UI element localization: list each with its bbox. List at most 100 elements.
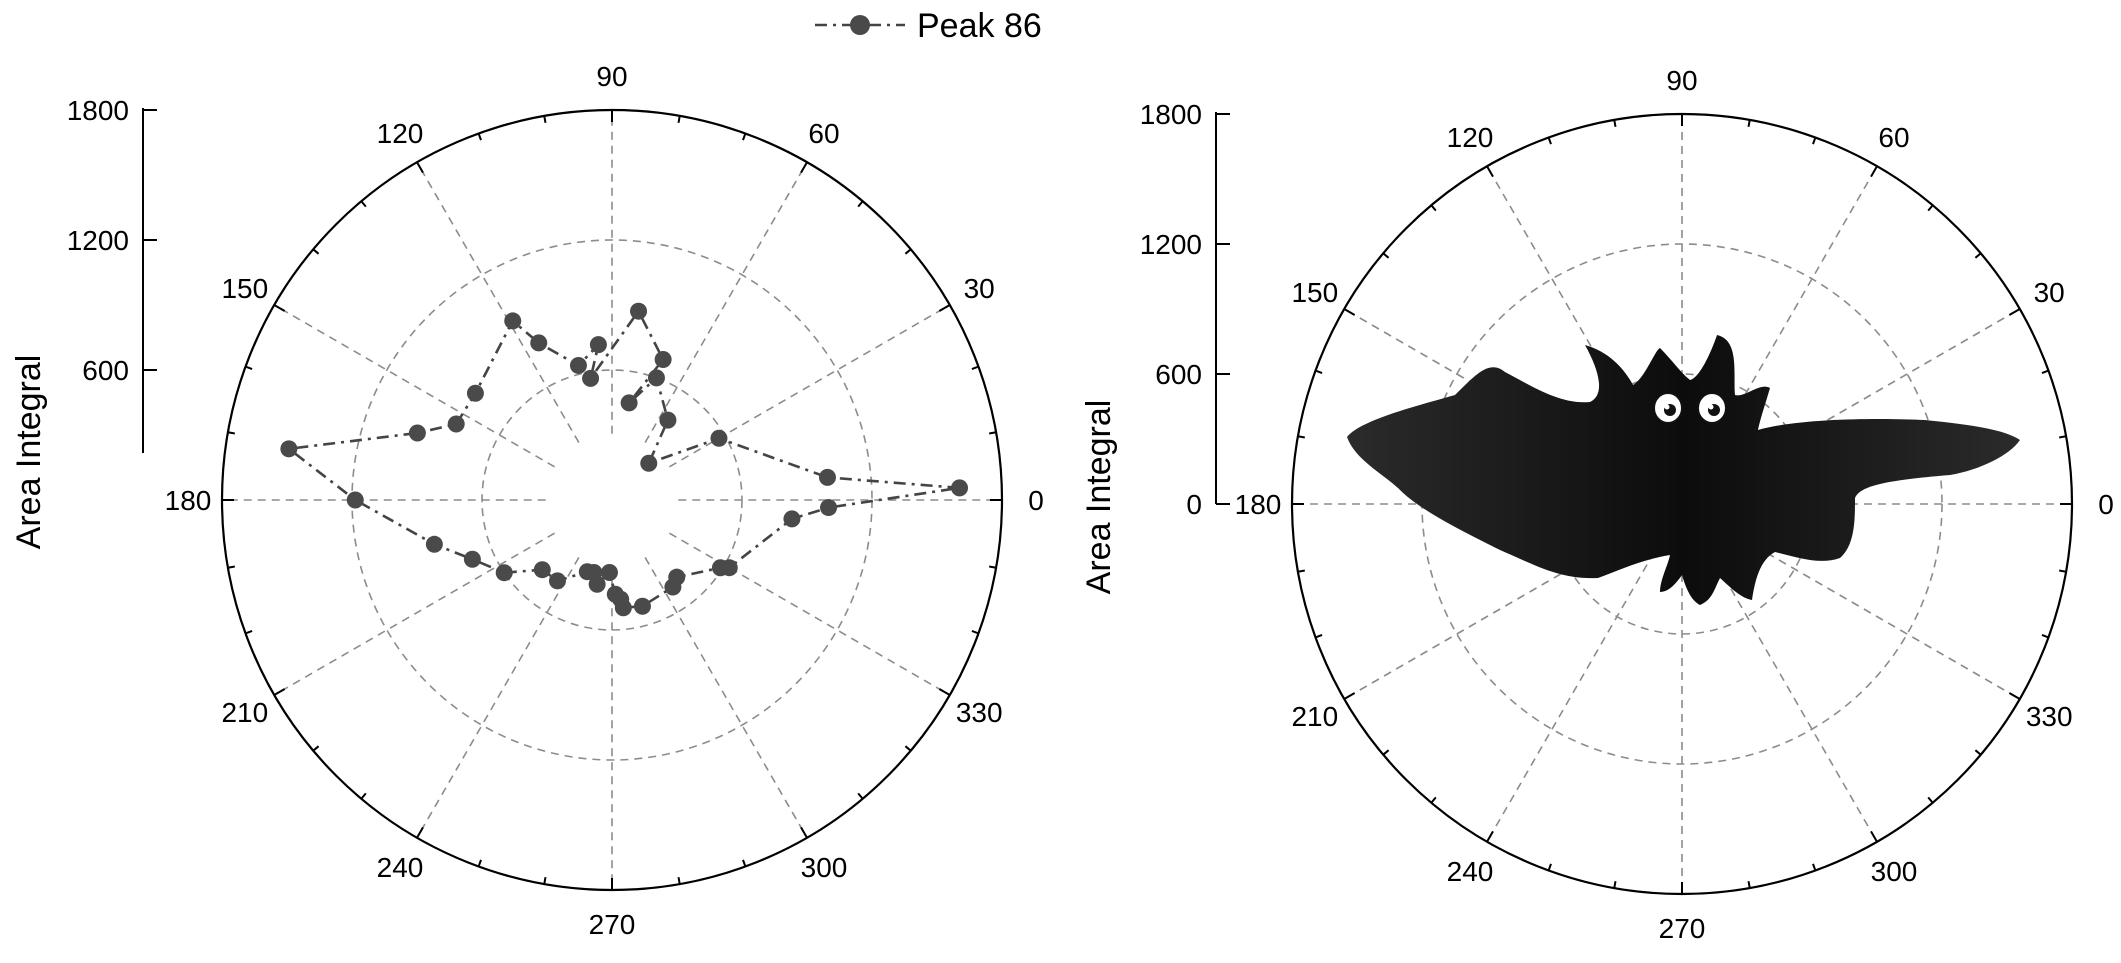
angle-tick-mark xyxy=(1613,119,1617,127)
angle-tick-mark xyxy=(1870,830,1878,843)
data-point-37 xyxy=(820,499,838,517)
data-point-15 xyxy=(447,415,465,433)
angle-labels-left: 0 30 60 90 120 150 180 210 240 270 300 330 xyxy=(165,61,1044,940)
angle-tick-mark xyxy=(477,859,482,867)
y-axis-title-left: Area Integral xyxy=(10,355,48,550)
angle-tick-mark xyxy=(2041,369,2049,374)
grid-spoke-60 xyxy=(644,161,808,443)
angle-tick-mark xyxy=(857,792,864,800)
angle-tick-mark xyxy=(938,304,951,312)
legend-label: Peak 86 xyxy=(917,7,1042,45)
angle-label-0: 0 xyxy=(1028,485,1044,516)
angle-label-180: 180 xyxy=(1235,489,1282,520)
angle-tick-mark xyxy=(2008,692,2021,700)
angle-tick-mark xyxy=(227,565,235,569)
data-point-10 xyxy=(589,336,607,354)
angle-tick-mark xyxy=(543,877,547,885)
radial-tick-label-0: 0 xyxy=(1186,489,1202,520)
data-point-23 xyxy=(548,572,566,590)
angle-tick-mark xyxy=(1382,252,1390,259)
data-point-1 xyxy=(818,468,836,486)
angle-label-150: 150 xyxy=(1291,277,1338,308)
angle-tick-mark xyxy=(2059,569,2067,573)
bat-eye-glint xyxy=(1708,404,1714,410)
angle-tick-mark xyxy=(416,826,424,839)
series-line xyxy=(285,308,960,610)
angle-label-120: 120 xyxy=(1447,122,1494,153)
angle-tick-mark xyxy=(1747,881,1751,889)
data-point-8 xyxy=(630,302,648,320)
grid-spoke-30 xyxy=(1681,308,2021,505)
angle-tick-mark xyxy=(273,688,286,696)
grid-spoke-240 xyxy=(1486,503,1683,843)
data-point-20 xyxy=(463,550,481,568)
angle-label-60: 60 xyxy=(1878,122,1909,153)
radial-tick-label-1200: 1200 xyxy=(67,225,129,256)
data-point-11 xyxy=(569,356,587,374)
grid-spoke-120 xyxy=(416,161,580,443)
polar-chart-left: 0 30 60 90 120 150 180 210 240 270 300 330 600 1200 1… xyxy=(10,61,1044,940)
angle-tick-mark xyxy=(245,630,253,635)
data-point-7 xyxy=(654,351,672,369)
data-point-26 xyxy=(588,575,606,593)
angle-label-240: 240 xyxy=(1447,856,1494,887)
angle-label-270: 270 xyxy=(589,909,636,940)
radial-tick-label-1200: 1200 xyxy=(1140,229,1202,260)
angle-tick-mark xyxy=(477,133,482,141)
angle-label-180: 180 xyxy=(165,485,212,516)
angle-tick-mark xyxy=(1315,634,1323,639)
bat-eye-glint xyxy=(1664,404,1670,410)
angle-tick-mark xyxy=(904,248,912,255)
angle-tick-mark xyxy=(1812,137,1817,145)
angle-tick-mark xyxy=(416,161,424,174)
data-point-30 xyxy=(614,599,632,617)
angle-label-30: 30 xyxy=(964,273,995,304)
angle-tick-mark xyxy=(273,304,286,312)
angle-tick-mark xyxy=(1315,369,1323,374)
data-point-22 xyxy=(533,561,551,579)
angle-tick-mark xyxy=(742,133,747,141)
radial-tick-label-1800: 1800 xyxy=(67,95,129,126)
polar-chart-right: 0 30 60 90 120 150 180 210 240 270 300 330 0 600 1200… xyxy=(1080,65,2114,944)
data-point-19 xyxy=(425,535,443,553)
angle-labels-right: 0 30 60 90 120 150 180 210 240 270 300 330 xyxy=(1235,65,2114,944)
angle-label-210: 210 xyxy=(221,697,268,728)
angle-tick-mark xyxy=(1974,252,1982,259)
data-point-13 xyxy=(504,312,522,330)
angle-tick-mark xyxy=(1343,692,1356,700)
angle-tick-mark xyxy=(677,877,681,885)
angle-label-30: 30 xyxy=(2034,277,2065,308)
angle-tick-mark xyxy=(2059,435,2067,439)
angle-label-210: 210 xyxy=(1291,701,1338,732)
angle-tick-mark xyxy=(938,688,951,696)
data-point-12 xyxy=(530,334,548,352)
data-point-3 xyxy=(640,454,658,472)
angle-tick-mark xyxy=(677,115,681,123)
grid-spoke-300 xyxy=(1681,503,1878,843)
data-point-5 xyxy=(647,369,665,387)
angle-tick-mark xyxy=(1430,204,1437,212)
angle-tick-mark xyxy=(1343,308,1356,316)
angle-label-270: 270 xyxy=(1659,913,1706,944)
data-point-35 xyxy=(720,559,738,577)
data-point-27 xyxy=(600,564,618,582)
grid-spoke-150 xyxy=(273,304,555,468)
angle-tick-mark xyxy=(1613,881,1617,889)
angle-tick-mark xyxy=(360,200,367,208)
angle-tick-mark xyxy=(227,431,235,435)
angle-tick-mark xyxy=(1927,204,1934,212)
grid-spoke-210 xyxy=(273,532,555,696)
angle-tick-mark xyxy=(1927,796,1934,804)
grid-spoke-150 xyxy=(1343,308,1683,505)
data-point-14 xyxy=(466,384,484,402)
data-point-21 xyxy=(495,564,513,582)
data-point-2 xyxy=(710,429,728,447)
angle-tick-mark xyxy=(800,161,808,174)
radial-tick-label-600: 600 xyxy=(82,355,129,386)
angle-label-300: 300 xyxy=(1871,856,1918,887)
angle-tick-mark xyxy=(1547,863,1552,871)
angle-tick-mark xyxy=(971,630,979,635)
grid-spoke-300 xyxy=(644,557,808,839)
angle-tick-mark xyxy=(1747,119,1751,127)
